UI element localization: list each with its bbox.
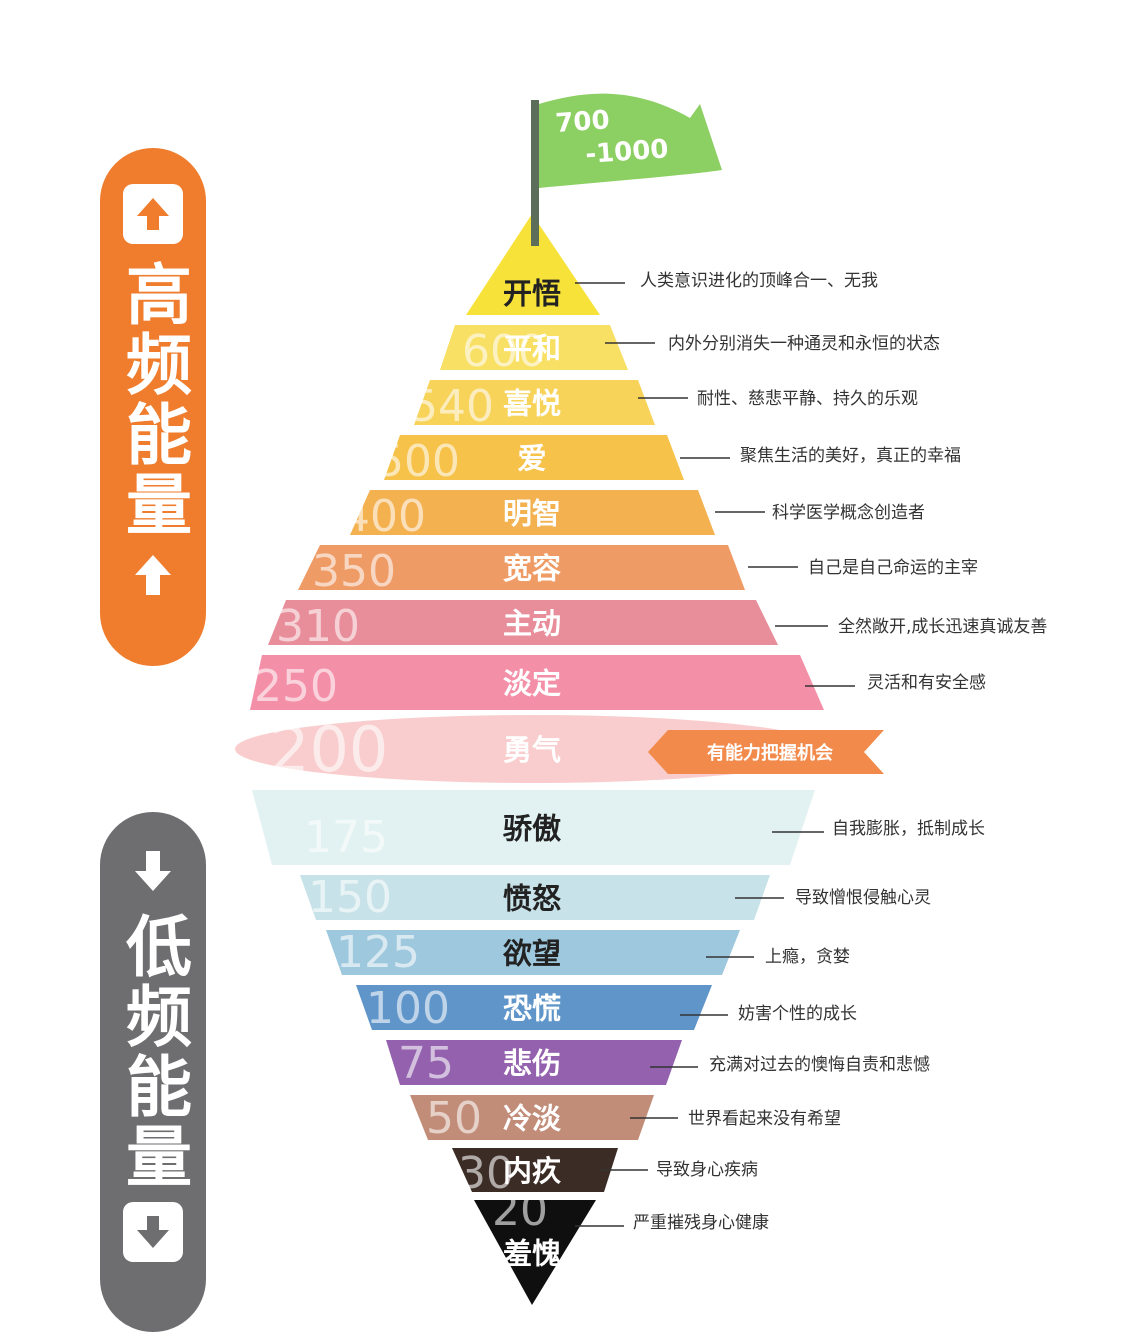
- low-frequency-pill: 低频能量: [100, 812, 206, 1332]
- level-value: 50: [426, 1093, 482, 1144]
- level-name: 爱: [517, 442, 546, 476]
- high-frequency-label: 高频能量: [115, 260, 192, 540]
- level-name: 愤怒: [503, 882, 561, 916]
- level-name: 开悟: [503, 277, 561, 311]
- flag-pole: [531, 100, 539, 246]
- level-desc: 严重摧残身心健康: [633, 1213, 769, 1233]
- level-band-310: [268, 600, 778, 645]
- level-value: 310: [276, 601, 360, 652]
- level-value: 150: [308, 872, 392, 923]
- level-band-600: [440, 325, 628, 370]
- level-band-top: [466, 214, 600, 315]
- down-arrow-box-icon: [123, 1202, 183, 1262]
- level-name: 明智: [503, 497, 561, 531]
- flag-text-line2: -1000: [584, 134, 669, 170]
- up-arrow-box-icon: [123, 184, 183, 244]
- courage-banner: [648, 730, 884, 774]
- level-desc: 有能力把握机会: [707, 742, 833, 764]
- low-frequency-label: 低频能量: [115, 912, 192, 1192]
- level-band-20: [474, 1200, 596, 1305]
- level-value: 500: [376, 436, 460, 487]
- level-desc: 导致憎恨侵触心灵: [795, 888, 931, 908]
- level-band-30: [452, 1148, 618, 1192]
- flag: 700 -1000: [531, 93, 722, 246]
- level-band-175: [252, 790, 815, 865]
- down-arrow-icon: [123, 846, 183, 896]
- level-name: 主动: [503, 607, 561, 641]
- level-value: 30: [458, 1148, 514, 1199]
- level-desc: 妨害个性的成长: [738, 1004, 857, 1024]
- level-band-540: [414, 380, 655, 425]
- level-band-150: [300, 875, 770, 920]
- level-desc: 内外分别消失一种通灵和永恒的状态: [668, 334, 940, 354]
- level-name: 冷淡: [503, 1102, 562, 1136]
- level-desc: 充满对过去的懊悔自责和悲憾: [709, 1055, 930, 1075]
- level-band-50: [410, 1095, 654, 1140]
- level-value: 100: [366, 983, 450, 1034]
- level-name: 勇气: [503, 733, 561, 767]
- level-desc: 全然敞开,成长迅速真诚友善: [838, 617, 1047, 637]
- level-band-250: [250, 655, 824, 710]
- level-desc: 聚焦生活的美好，真正的幸福: [740, 446, 961, 466]
- level-desc: 自我膨胀，抵制成长: [832, 819, 985, 839]
- level-value: 600: [462, 326, 546, 377]
- level-name: 宽容: [503, 552, 561, 586]
- level-value: 200: [270, 713, 388, 786]
- level-value: 400: [342, 491, 426, 542]
- level-name: 骄傲: [503, 812, 561, 846]
- level-desc: 灵活和有安全感: [867, 673, 986, 693]
- up-arrow-icon: [123, 550, 183, 600]
- level-desc: 导致身心疾病: [656, 1160, 758, 1180]
- level-name: 淡定: [503, 667, 561, 701]
- flag-text-line1: 700: [554, 105, 610, 139]
- level-name: 喜悦: [503, 387, 561, 421]
- level-band-400: [350, 490, 715, 535]
- level-value: 540: [410, 381, 494, 432]
- level-band-500: [384, 435, 684, 480]
- level-desc: 人类意识进化的顶峰合一、无我: [640, 271, 878, 291]
- flag-cloth: [539, 93, 722, 188]
- level-name: 悲伤: [503, 1047, 561, 1081]
- level-value: 20: [492, 1185, 548, 1236]
- level-name: 欲望: [502, 937, 561, 971]
- level-desc: 上瘾，贪婪: [765, 947, 850, 967]
- level-name: 内疚: [503, 1154, 561, 1188]
- level-name: 羞愧: [502, 1237, 561, 1271]
- high-frequency-pill: 高频能量: [100, 148, 206, 666]
- level-value: 175: [304, 812, 388, 863]
- level-desc: 世界看起来没有希望: [688, 1109, 841, 1129]
- level-value: 75: [398, 1038, 454, 1089]
- level-band-75: [386, 1040, 682, 1085]
- level-band-125: [326, 930, 740, 975]
- level-band-100: [356, 985, 712, 1030]
- level-value: 250: [254, 661, 338, 712]
- level-band-350: [298, 545, 745, 590]
- level-desc: 自己是自己命运的主宰: [808, 558, 978, 578]
- level-value: 350: [312, 546, 396, 597]
- level-value: 125: [336, 927, 420, 978]
- level-name: 平和: [503, 332, 561, 366]
- level-desc: 耐性、慈悲平静、持久的乐观: [697, 389, 918, 409]
- level-name: 恐慌: [503, 992, 561, 1026]
- level-desc: 科学医学概念创造者: [772, 502, 925, 523]
